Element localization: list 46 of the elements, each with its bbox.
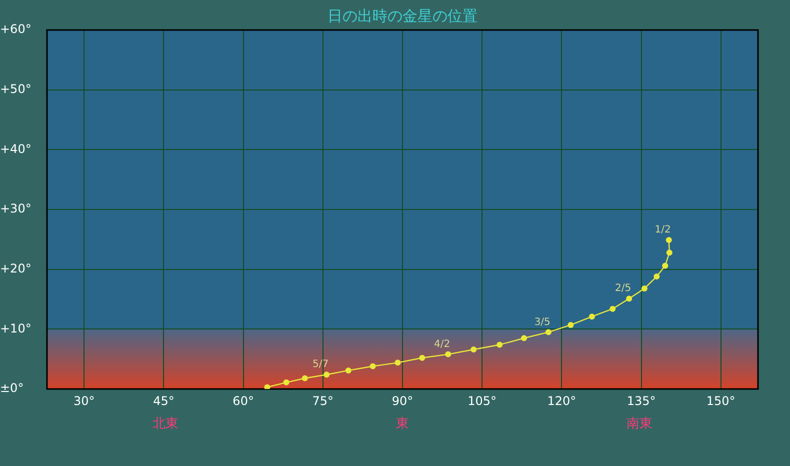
point (521, 335, 528, 342)
y-tick-label: +20° (0, 261, 32, 276)
point (283, 379, 290, 386)
point (666, 237, 672, 244)
point (626, 296, 632, 302)
y-tick-label: +40° (0, 142, 32, 156)
text: 南東 (626, 416, 652, 432)
annotation: 2/5 (614, 283, 632, 294)
point (666, 250, 672, 256)
x-tick-label: 75° (312, 394, 334, 408)
x-tick-label: 135° (626, 394, 656, 408)
annotation: 3/5 (534, 316, 550, 328)
x-tick-label: 150° (706, 394, 736, 408)
x-tick-label: 60° (232, 394, 254, 408)
point (641, 285, 648, 292)
point (264, 384, 270, 389)
chart-title: 日の出時の金星の位置 (328, 6, 478, 25)
text: 東 (396, 416, 409, 432)
y-tick-label: +50° (0, 82, 32, 96)
x-tick-label: 105° (468, 394, 497, 408)
y-tick-label: ±0° (0, 381, 24, 396)
x-tick-label: 120° (547, 394, 576, 408)
y-tick-label: +30° (0, 202, 32, 216)
y-tick-label: +60° (0, 22, 32, 36)
point (496, 342, 503, 348)
point (345, 367, 352, 374)
point (302, 375, 308, 382)
annotation: 1/2 (654, 224, 671, 236)
y-tick-label: +10° (0, 321, 32, 336)
annotation: 4/2 (434, 338, 450, 350)
point (588, 314, 595, 320)
point (568, 322, 574, 328)
point (654, 274, 660, 280)
x-tick-label: 30° (74, 394, 95, 408)
point (370, 363, 376, 370)
text: 北東 (152, 416, 178, 432)
point (419, 354, 426, 361)
point (324, 372, 330, 378)
point (394, 360, 401, 366)
x-tick-label: 90° (392, 394, 414, 408)
x-tick-label: 45° (153, 394, 174, 408)
point (662, 262, 668, 269)
point (470, 346, 477, 353)
point (445, 351, 452, 358)
point (545, 329, 552, 336)
point (610, 306, 616, 312)
